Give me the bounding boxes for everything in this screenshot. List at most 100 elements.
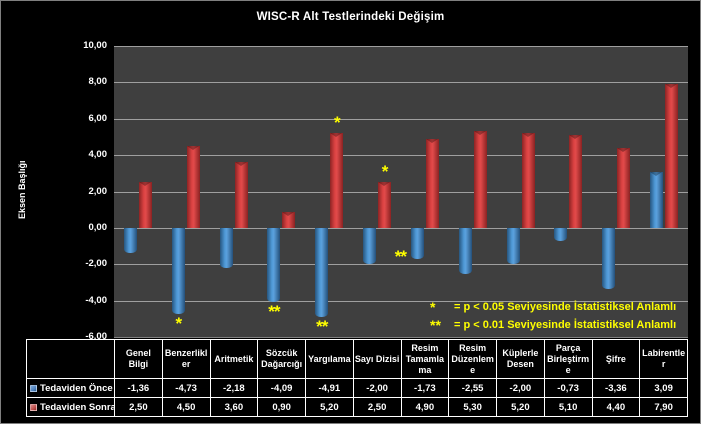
- value-cell: -0,73: [543, 378, 593, 398]
- bar-before: [363, 227, 377, 265]
- y-tick-label: 10,00: [83, 40, 107, 51]
- value-cell: 3,09: [639, 378, 688, 398]
- bar-after: [569, 135, 583, 228]
- bar-after: [425, 138, 439, 228]
- value-cell: 4,90: [400, 397, 450, 417]
- gridline: [114, 191, 688, 193]
- significance-star: *: [381, 162, 389, 182]
- bar-top-cap: [665, 84, 678, 89]
- category-header-cell: Yargılama: [305, 339, 354, 379]
- bar-after: [186, 146, 200, 228]
- gridline: [114, 155, 688, 157]
- chart-title: WISC-R Alt Testlerindeki Değişim: [256, 11, 445, 23]
- significance-star: **: [316, 317, 328, 337]
- value-cell: 2,50: [352, 397, 402, 417]
- gridline: [114, 118, 688, 120]
- significance-star: **: [268, 302, 280, 322]
- gridline: [114, 337, 688, 338]
- bar-top-cap: [330, 133, 343, 138]
- bar-before: [506, 227, 520, 265]
- bar-before: [219, 227, 233, 268]
- category-header-cell: Sayı Dizisi: [352, 339, 402, 379]
- bar-before: [410, 227, 424, 260]
- bar-top-cap: [282, 211, 295, 216]
- bar-before: [554, 227, 568, 242]
- value-cell: 5,20: [305, 397, 354, 417]
- table-header-row: Genel Bilgi Benzerlikler Aritmetik Sözcük D…: [26, 339, 688, 379]
- bar-top-cap: [569, 135, 582, 140]
- value-cell: 4,40: [591, 397, 641, 417]
- bar-top-cap: [234, 162, 247, 167]
- bar-before: [267, 227, 281, 303]
- gridline: [114, 300, 688, 302]
- series-legend: Tedaviden Önce: [28, 383, 113, 394]
- series-legend-cell: Tedaviden Sonra: [26, 397, 115, 417]
- y-tick-label: 2,00: [88, 185, 108, 197]
- category-header-cell: Aritmetik: [209, 339, 259, 379]
- bar-after: [521, 133, 535, 228]
- bar-top-cap: [650, 171, 663, 176]
- bar-before: [315, 227, 329, 318]
- category-header-cell: Sözcük Dağarcığı: [257, 339, 306, 379]
- bar-after: [234, 162, 248, 228]
- bar-before: [650, 171, 664, 228]
- gridline: [114, 227, 688, 229]
- series-legend-cell: Tedaviden Önce: [26, 378, 115, 398]
- value-cell: 7,90: [639, 397, 688, 417]
- series-legend: Tedaviden Sonra: [28, 401, 115, 413]
- y-tick-label: -2,00: [85, 258, 107, 270]
- value-cell: 5,10: [543, 397, 593, 417]
- value-cell: -1,36: [114, 378, 163, 398]
- bar-top-cap: [521, 133, 534, 138]
- bar-after: [665, 84, 679, 228]
- series-name: Tedaviden Sonra: [40, 401, 115, 413]
- significance-legend: * = p < 0.05 Seviyesinde İstatistiksel An…: [426, 298, 686, 334]
- value-cell: 4,50: [161, 397, 211, 417]
- y-tick-label: -4,00: [85, 294, 107, 306]
- category-header-cell: Küplerle Desen: [496, 339, 545, 379]
- value-cell: -3,36: [591, 378, 641, 398]
- note-marker: **: [430, 317, 441, 333]
- value-cell: 3,60: [209, 397, 259, 417]
- significance-star: *: [333, 113, 341, 133]
- value-cell: -1,73: [400, 378, 450, 398]
- category-header-cell: Labirentler: [639, 339, 688, 379]
- category-header-cell: Benzerlikler: [161, 339, 211, 379]
- bar-top-cap: [425, 138, 438, 143]
- bar-after: [378, 182, 392, 228]
- legend-key-blue: [30, 384, 37, 392]
- bar-top-cap: [378, 182, 391, 187]
- bar-top-cap: [138, 182, 151, 187]
- category-header-cell: Şifre: [591, 339, 641, 379]
- series-name: Tedaviden Önce: [40, 382, 113, 394]
- bar-top-cap: [186, 146, 199, 151]
- y-tick-label: -6,00: [85, 331, 107, 342]
- significance-note: * = p < 0.05 Seviyesinde İstatistiksel An…: [426, 298, 686, 316]
- legend-key-red: [30, 403, 37, 411]
- value-cell: -4,09: [257, 378, 306, 398]
- gridline: [114, 82, 688, 84]
- value-cell: -2,18: [209, 378, 259, 398]
- value-cell: 5,30: [448, 397, 497, 417]
- category-header-cell: Resim Düzenleme: [448, 339, 497, 379]
- bar-after: [473, 131, 487, 228]
- note-text: = p < 0.01 Seviyesinde İstatistiksel Anl…: [454, 319, 677, 331]
- table-corner-blank: [26, 339, 115, 379]
- category-header-cell: Genel Bilgi: [114, 339, 163, 379]
- y-axis-title: Eksen Başlığı: [17, 160, 27, 220]
- bar-top-cap: [473, 131, 486, 136]
- bar-after: [138, 182, 152, 228]
- gridline: [114, 264, 688, 266]
- y-tick-label: 6,00: [88, 112, 108, 124]
- bar-after: [330, 133, 344, 228]
- significance-star: *: [175, 313, 182, 333]
- significance-note: ** = p < 0.01 Seviyesinde İstatistiksel A…: [426, 316, 686, 334]
- category-header-cell: Parça Birleştirme: [543, 339, 593, 379]
- data-table: Genel Bilgi Benzerlikler Aritmetik Sözcük D…: [26, 339, 688, 417]
- value-cell: -2,00: [352, 378, 402, 398]
- plot-area: * ** ** * * ** * = p < 0.05 Seviyesinde İstatis…: [114, 46, 688, 338]
- series-row: Tedaviden Sonra 2,50 4,50 3,60 0,90 5,20 2,50 4…: [26, 397, 688, 417]
- value-cell: -4,73: [161, 378, 211, 398]
- value-cell: 0,90: [257, 397, 306, 417]
